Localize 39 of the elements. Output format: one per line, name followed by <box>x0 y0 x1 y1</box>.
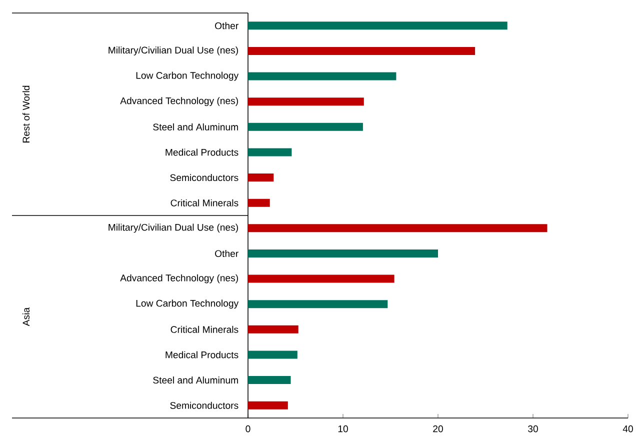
y-tick-label: Critical Minerals <box>170 326 238 333</box>
bar <box>248 300 388 308</box>
bar <box>248 174 274 182</box>
bar <box>248 72 396 80</box>
bar <box>248 274 394 283</box>
bar <box>248 98 364 106</box>
bar <box>248 249 438 258</box>
y-tick-label: Critical Minerals <box>170 199 238 206</box>
y-tick-label: Low Carbon Technology <box>136 72 239 81</box>
bar <box>248 22 508 30</box>
x-tick-label: 30 <box>528 425 538 432</box>
bar <box>248 46 476 55</box>
bar <box>248 148 292 156</box>
x-tick-label: 40 <box>622 425 633 432</box>
bar <box>248 350 298 359</box>
y-tick-label: Low Carbon Technology <box>136 300 239 309</box>
bar <box>248 122 363 131</box>
y-tick-label: Other <box>215 250 238 257</box>
bar <box>248 376 291 384</box>
y-tick-label: Military/Civilian Dual Use (nes) <box>108 224 238 233</box>
y-tick-label: Other <box>215 22 238 30</box>
y-tick-label: Military/Civilian Dual Use (nes) <box>108 46 238 56</box>
bar <box>248 224 548 232</box>
y-tick-label: Medical Products <box>166 351 238 358</box>
x-tick-label: 0 <box>246 425 250 432</box>
x-tick-label: 10 <box>338 425 348 432</box>
y-tick-label: Semiconductors <box>170 174 238 182</box>
x-tick-label: 20 <box>433 425 443 432</box>
y-tick-label: Steel and Aluminum <box>153 123 238 130</box>
bar <box>248 325 298 334</box>
y-tick-label: Steel and Aluminum <box>153 376 238 384</box>
text: Rest of World <box>22 86 30 142</box>
y-tick-label: Semiconductors <box>170 402 238 409</box>
bar <box>248 198 270 207</box>
y-tick-label: Medical Products <box>166 148 238 156</box>
y-tick-label: Advanced Technology (nes) <box>120 274 238 284</box>
y-tick-label: Advanced Technology (nes) <box>120 97 238 106</box>
bar <box>248 401 288 410</box>
text: Asia <box>22 307 30 326</box>
